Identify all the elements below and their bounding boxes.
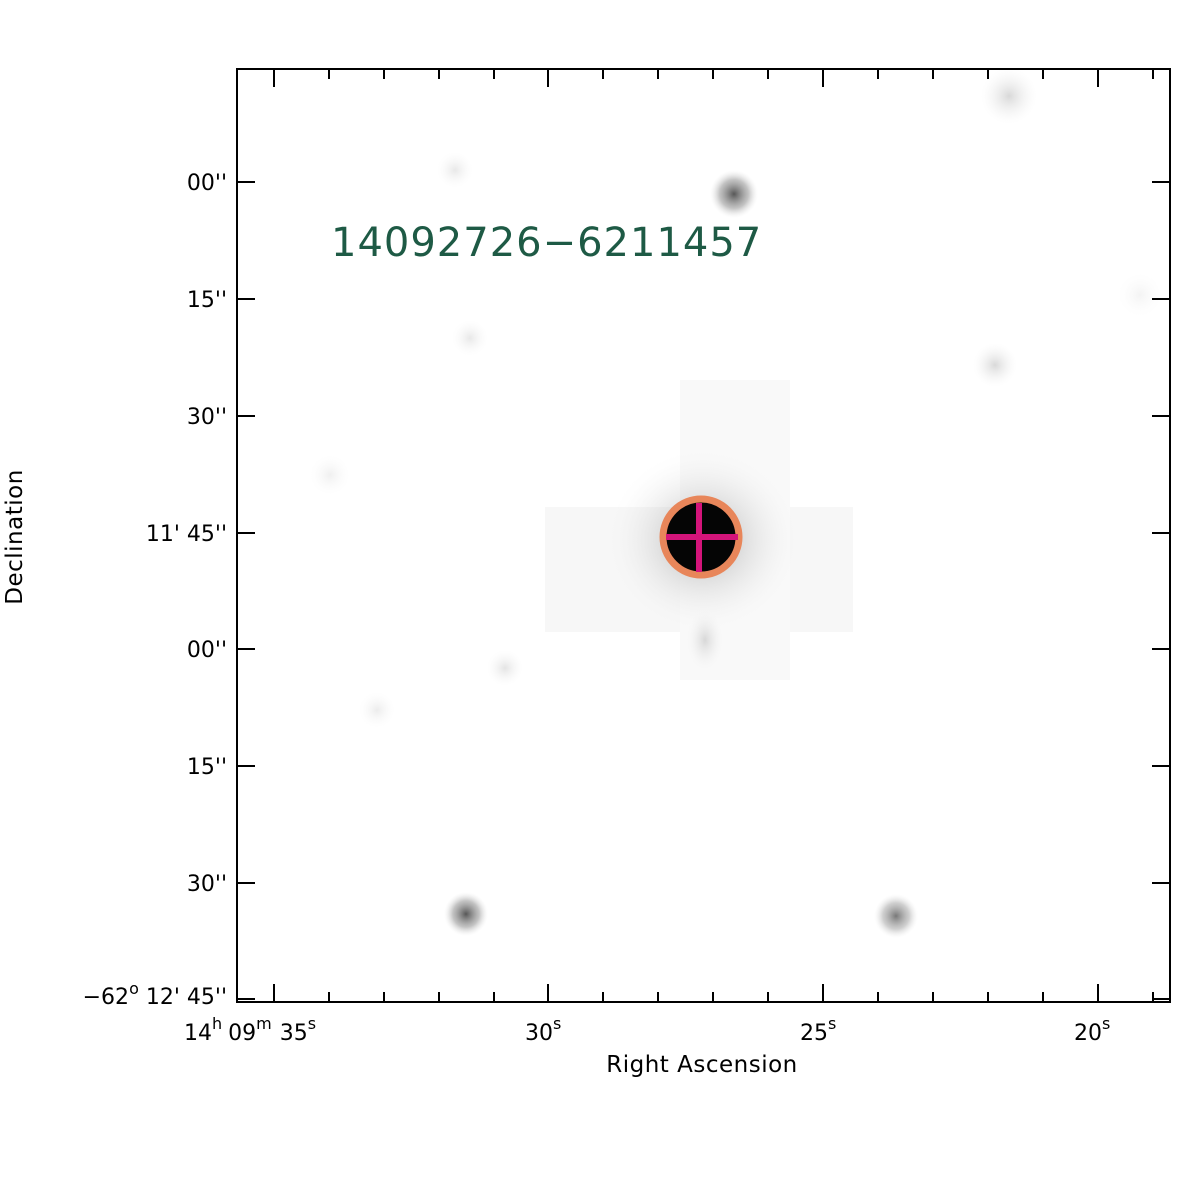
dec-arcmin: 12': [146, 985, 180, 1010]
plot-frame: [236, 68, 1171, 1003]
x-axis-ticks: [273, 69, 1154, 1002]
dec-arcsec: 45'': [187, 522, 227, 547]
x-axis-label: Right Ascension: [606, 1052, 798, 1078]
dec-arcmin: 11': [146, 522, 180, 547]
dec-tick-label: 00'': [187, 171, 227, 196]
ra-tick-label: 25s: [800, 1014, 836, 1046]
dec-deg: −62: [83, 985, 129, 1010]
dec-arcsec: 45'': [187, 985, 227, 1010]
y-axis-label: Declination: [2, 469, 28, 605]
sky-image: [237, 69, 1170, 1002]
y-axis-tick-labels: 00'' 15'' 30'' 11' 45'' 00'' 15'' 30'' −…: [83, 171, 227, 1010]
ra-tick-label: 14h 09m 35s: [184, 1014, 316, 1046]
ra-tick-label: 30s: [525, 1014, 561, 1046]
target-marker: [659, 495, 743, 579]
dec-tick-label: 15'': [187, 755, 227, 780]
ra-tick-label: 20s: [1074, 1014, 1110, 1046]
target-circle: [659, 495, 743, 579]
dec-tick-label: 11' 45'': [146, 522, 227, 547]
x-axis-tick-labels: 14h 09m 35s 30s 25s 20s: [184, 1014, 1110, 1046]
degree-sign: o: [129, 979, 139, 998]
dec-tick-label: 30'': [187, 872, 227, 897]
dec-tick-label: −62o 12' 45'': [83, 979, 227, 1010]
source-label: 14092726−6211457: [331, 220, 762, 266]
dec-tick-label: 00'': [187, 638, 227, 663]
y-axis-ticks: [237, 181, 1170, 1000]
dec-tick-label: 30'': [187, 405, 227, 430]
dec-tick-label: 15'': [187, 288, 227, 313]
